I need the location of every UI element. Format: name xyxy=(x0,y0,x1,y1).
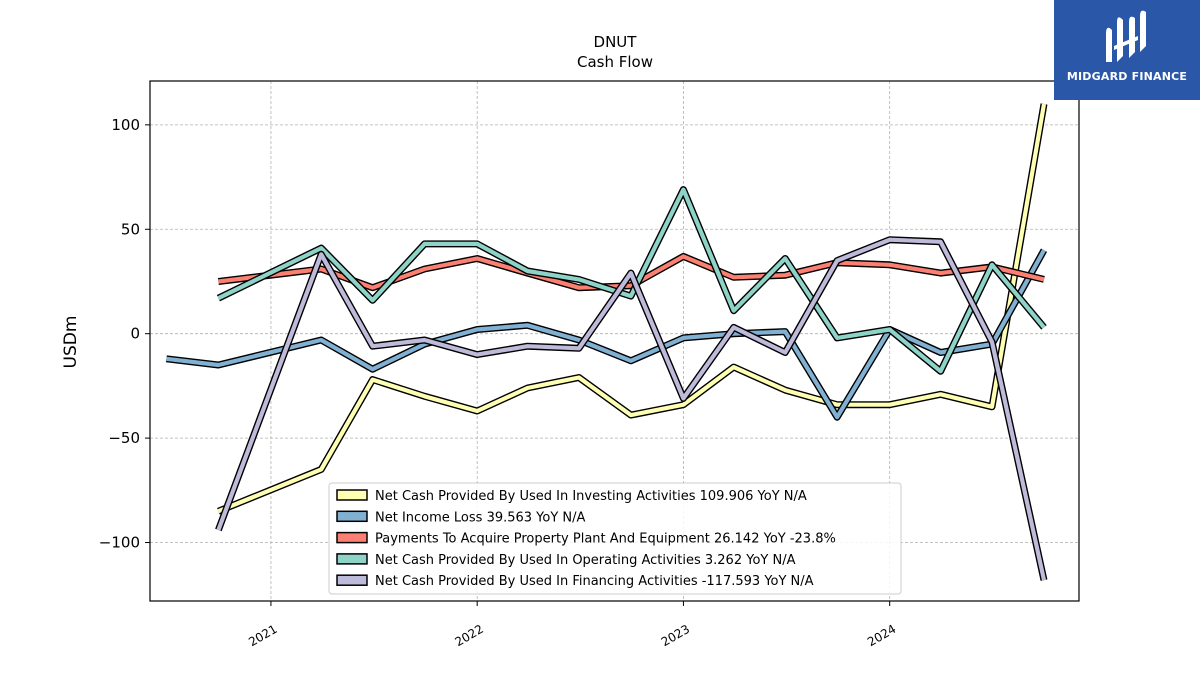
legend-swatch xyxy=(336,531,368,544)
series-lines xyxy=(165,103,1048,581)
x-tick-label: 2023 xyxy=(659,622,692,649)
legend-entry: Net Cash Provided By Used In Investing A… xyxy=(375,489,807,504)
x-tick-label: 2021 xyxy=(246,622,279,649)
legend: Net Cash Provided By Used In Investing A… xyxy=(328,482,902,595)
legend-swatch xyxy=(336,489,368,501)
chart-subtitle: Cash Flow xyxy=(577,53,653,71)
legend-swatch xyxy=(336,574,368,586)
plot-frame xyxy=(149,80,1080,602)
legend-swatch xyxy=(336,553,368,565)
legend-swatch xyxy=(336,510,368,523)
series-line-4 xyxy=(217,187,1046,374)
legend-box xyxy=(328,482,902,595)
series-line-3 xyxy=(218,254,1045,290)
brand-name: MIDGARD FINANCE xyxy=(1066,70,1188,83)
chart-title: DNUT xyxy=(594,33,638,51)
x-tick-label: 2024 xyxy=(865,622,898,649)
legend-entry: Net Cash Provided By Used In Financing A… xyxy=(375,574,814,589)
legend-entry: Payments To Acquire Property Plant And E… xyxy=(375,532,836,547)
series-line-1 xyxy=(217,103,1047,514)
y-tick-label: 50 xyxy=(121,220,140,238)
series-line-outline xyxy=(217,103,1048,515)
series-line-2 xyxy=(166,249,1046,420)
plot-border xyxy=(149,80,1080,602)
y-tick-label: 100 xyxy=(111,116,140,134)
series-line-5 xyxy=(216,237,1047,581)
midgard-finance-logo: MIDGARD FINANCE xyxy=(1054,0,1200,100)
midgard-logo-icon xyxy=(1106,10,1146,62)
legend-entry: Net Cash Provided By Used In Operating A… xyxy=(375,553,796,568)
y-tick-label: −50 xyxy=(108,429,140,447)
x-tick-label: 2022 xyxy=(452,622,485,649)
legend-entry: Net Income Loss 39.563 YoY N/A xyxy=(375,510,586,525)
y-axis-label: USDm xyxy=(61,316,81,369)
y-tick-label: −100 xyxy=(99,534,140,552)
y-tick-label: 0 xyxy=(130,325,140,343)
